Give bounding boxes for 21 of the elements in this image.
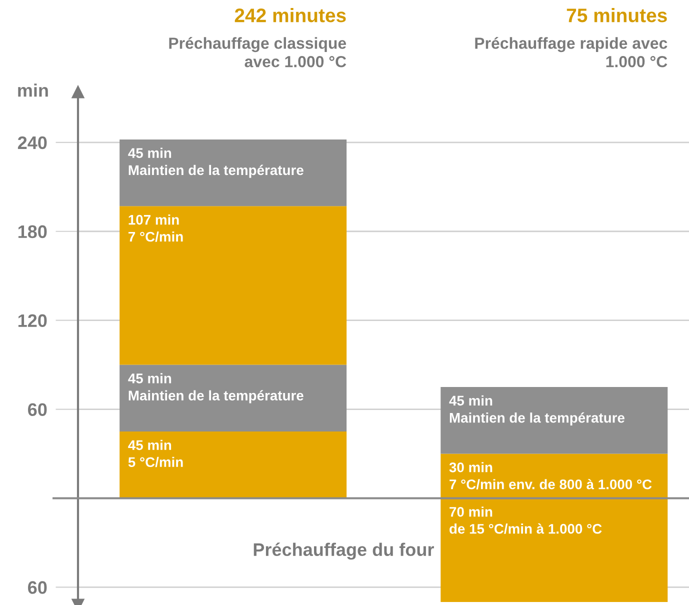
data-label: 45 min Maintien de la température — [128, 373, 304, 404]
data-label: 45 min Maintien de la température — [128, 148, 304, 178]
text: 242 minutes — [234, 8, 346, 22]
annotation: 70 min de 15 °C/min à 1.000 °C — [450, 506, 602, 534]
text: 75 minutes — [566, 8, 667, 22]
data-label: 107 min 7 °C/min — [128, 214, 183, 242]
y-tick-label: 240 — [18, 136, 47, 150]
y-tick-label: 60 — [28, 403, 47, 416]
y-axis-title: min — [18, 84, 48, 97]
bar — [120, 432, 347, 498]
y-tick-label: 120 — [18, 314, 47, 328]
y-tick-label: 180 — [18, 225, 47, 238]
bar — [120, 139, 347, 206]
data-label: 30 min 7 °C/min env. de 800 à 1.000 °C — [449, 462, 652, 490]
bar — [440, 498, 668, 602]
text: Préchauffage classique avec 1.000 °C — [169, 37, 346, 68]
data-label: 45 min Maintien de la température — [449, 395, 624, 426]
y-tick-label: 60 — [28, 581, 47, 594]
text: Préchauffage rapide avec 1.000 °C — [475, 37, 668, 68]
data-label: 45 min 5 °C/min — [128, 440, 183, 468]
annotation: Préchauffage du four — [254, 542, 434, 560]
